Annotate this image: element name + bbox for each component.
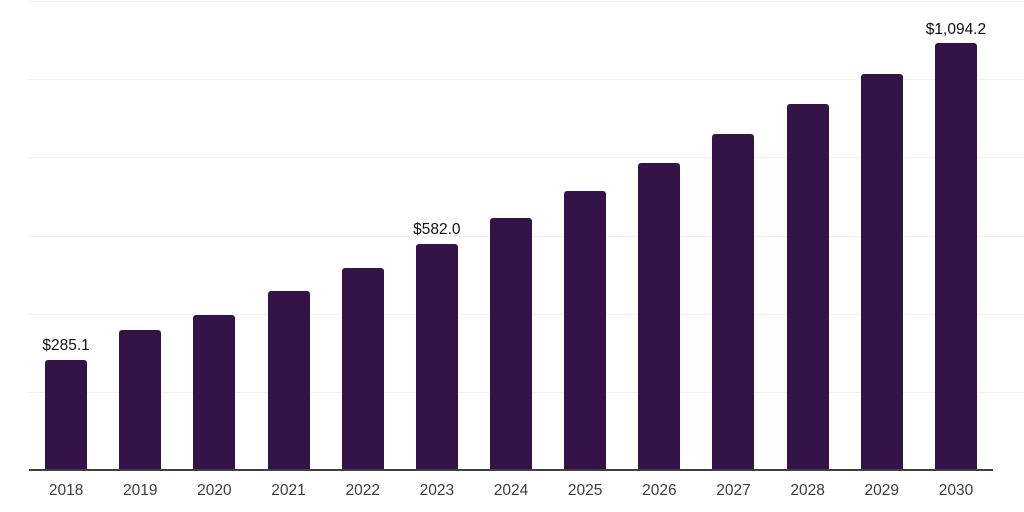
bar-group-2026 bbox=[622, 2, 696, 471]
x-tick-label-2028: 2028 bbox=[790, 482, 825, 499]
bar-2018 bbox=[45, 359, 88, 471]
bar-2021 bbox=[267, 291, 310, 471]
bar-2026 bbox=[638, 162, 681, 471]
bar-2025 bbox=[564, 190, 607, 471]
bar-group-2018: $285.1 bbox=[29, 2, 103, 471]
bar-2024 bbox=[490, 217, 533, 471]
bar-group-2022 bbox=[326, 2, 400, 471]
bar-value-label-2018: $285.1 bbox=[42, 337, 90, 355]
x-tick-label-2025: 2025 bbox=[567, 482, 603, 499]
bar-2028 bbox=[786, 104, 829, 471]
bar-2019 bbox=[119, 330, 162, 471]
x-tick-label-2030: 2030 bbox=[938, 482, 974, 499]
bar-2023 bbox=[415, 243, 458, 471]
x-tick-label-2019: 2019 bbox=[122, 482, 158, 499]
plot-area: $285.1 $582.0 $1,094.2 bbox=[29, 1, 1024, 471]
x-tick-label-2021: 2021 bbox=[271, 482, 306, 499]
x-axis-line bbox=[29, 469, 993, 471]
bar-group-2024 bbox=[474, 2, 548, 471]
bar-2027 bbox=[712, 134, 755, 471]
x-tick-label-2027: 2027 bbox=[716, 482, 751, 499]
bar-value-label-2023: $582.0 bbox=[413, 221, 461, 239]
x-tick-label-2018: 2018 bbox=[48, 482, 84, 499]
gridline-1000 bbox=[29, 79, 1024, 81]
x-tick-label-2024: 2024 bbox=[493, 482, 529, 499]
bar-group-2021 bbox=[251, 2, 325, 471]
bar-value-label-2030: $1,094.2 bbox=[925, 20, 987, 38]
bars-container: $285.1 $582.0 $1,094.2 bbox=[29, 2, 993, 471]
x-tick-label-2022: 2022 bbox=[345, 482, 380, 499]
x-axis-tick-labels: 2018 2019 2020 2021 2022 2023 2024 2025 2026 2027… bbox=[29, 482, 993, 501]
bar-2020 bbox=[193, 314, 236, 471]
x-tick-label-2020: 2020 bbox=[197, 482, 232, 499]
bar-group-2023: $582.0 bbox=[400, 2, 474, 471]
bar-group-2020 bbox=[177, 2, 251, 471]
x-tick-label-2026: 2026 bbox=[642, 482, 677, 499]
gridline-1200 bbox=[29, 1, 1024, 2]
bar-group-2028 bbox=[771, 2, 845, 471]
bar-group-2019 bbox=[103, 2, 177, 471]
bar-2022 bbox=[341, 268, 384, 471]
x-tick-label-2023: 2023 bbox=[419, 482, 455, 499]
bar-group-2030: $1,094.2 bbox=[919, 2, 993, 471]
bar-2030 bbox=[934, 43, 977, 471]
bar-group-2025 bbox=[548, 2, 622, 471]
gridline-800 bbox=[29, 157, 1024, 159]
bar-group-2029 bbox=[845, 2, 919, 471]
bar-group-2027 bbox=[696, 2, 770, 471]
x-tick-label-2029: 2029 bbox=[864, 482, 900, 499]
bar-2029 bbox=[860, 73, 903, 471]
